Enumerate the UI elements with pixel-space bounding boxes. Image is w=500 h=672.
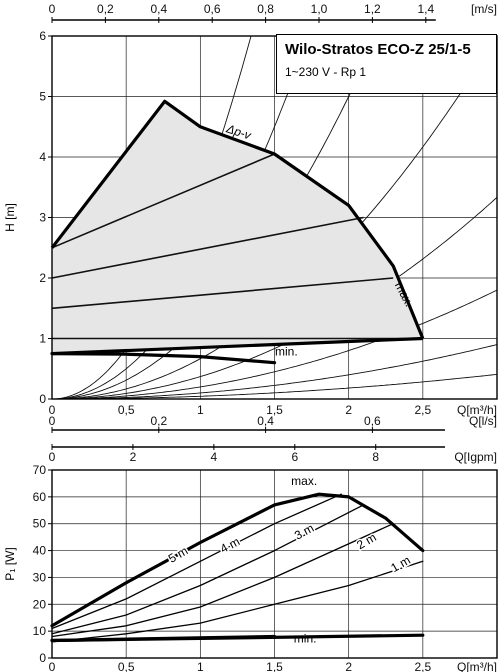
system-curve [52, 289, 497, 399]
top-tick-label: 1,0 [311, 2, 328, 16]
secondary-tick-label: 0,2 [150, 414, 167, 428]
upper-curves [50, 99, 425, 365]
secondary-axis-label: Q[Igpm] [454, 450, 497, 464]
top-tick-label: 0,4 [150, 2, 167, 16]
y-tick-label: 60 [33, 490, 47, 504]
series-label-4m: 4 m [218, 534, 242, 556]
series-label-min-power: min. [294, 632, 317, 646]
system-curve [52, 373, 497, 399]
y-tick-label: 70 [33, 463, 47, 477]
secondary-tick-label: 8 [372, 450, 379, 464]
x-tick-label: 2,5 [414, 660, 431, 672]
y-tick-label: 40 [33, 544, 47, 558]
y-tick-label: 30 [33, 570, 47, 584]
y-tick-label: 10 [33, 624, 47, 638]
series-label-min: min. [275, 344, 298, 358]
secondary-tick-label: 6 [291, 450, 298, 464]
secondary-tick-label: 4 [211, 450, 218, 464]
secondary-tick-label: 0 [49, 414, 56, 428]
y-tick-label: 0 [39, 392, 46, 406]
system-curve [52, 196, 497, 399]
top-tick-label: 0,6 [204, 2, 221, 16]
secondary-tick-label: 0 [49, 450, 56, 464]
x-tick-label: 1,5 [266, 403, 283, 417]
series-max [50, 99, 425, 340]
top-axis-unit: [m/s] [471, 2, 497, 16]
power-series [51, 523, 394, 638]
series-label-5m: 5 m [166, 544, 190, 566]
x-tick-label: 0,5 [118, 403, 135, 417]
pv-line [51, 216, 364, 279]
x-tick-label: 1,5 [266, 660, 283, 672]
pv-line [51, 277, 394, 310]
x-axis-label: Q[m³/h] [457, 403, 497, 417]
series-label-2m: 2 m [354, 530, 378, 552]
secondary-tick-label: 0,4 [257, 414, 274, 428]
operating-area [52, 101, 423, 354]
top-tick-label: 1,4 [417, 2, 434, 16]
power-series [50, 633, 425, 643]
power-series [51, 493, 320, 627]
y-tick-label: 1 [39, 332, 46, 346]
secondary-tick-label: 2 [130, 450, 137, 464]
power-series [51, 504, 365, 635]
y-tick-label: 6 [39, 29, 46, 43]
x-tick-label: 0 [49, 660, 56, 672]
top-tick-label: 0,2 [97, 2, 114, 16]
system-curve [52, 36, 310, 399]
x-tick-label: 2,5 [414, 403, 431, 417]
upper-axes: 0 1 2 3 4 5 6 H [m] 0 0,2 0,4 0,6 0,8 1,0 1,2 1,4 [m/s] 0… [3, 2, 498, 464]
y-axis-label: P₁ [W] [3, 547, 17, 580]
chart-title: Wilo-Stratos ECO-Z 25/1-5 [285, 41, 471, 58]
x-tick-label: 0,5 [118, 660, 135, 672]
lower-grid [52, 470, 497, 658]
y-tick-label: 2 [39, 271, 46, 285]
y-tick-label: 3 [39, 211, 46, 225]
lower-frame [51, 469, 498, 659]
title-box: Wilo-Stratos ECO-Z 25/1-5 1~230 V - Rp 1 [276, 34, 497, 94]
top-tick-label: 1,2 [364, 2, 381, 16]
secondary-axis-label: Q[l/s] [469, 414, 497, 428]
system-curve [52, 344, 497, 399]
series-min [50, 352, 277, 365]
y-axis-label: H [m] [3, 203, 17, 232]
power-series [51, 493, 342, 630]
x-tick-label: 2 [345, 660, 352, 672]
x-tick-label: 1 [197, 660, 204, 672]
power-series [51, 560, 424, 643]
y-tick-label: 50 [33, 517, 47, 531]
operating-region [52, 101, 423, 354]
pv-line [51, 153, 275, 249]
top-tick-label: 0,8 [257, 2, 274, 16]
series-baseline [51, 336, 423, 356]
lower-axes: 0 10 20 30 40 50 60 70 P₁ [W] 0 0,5 1 1,5 2 2,5 Q[m³/h] [3, 463, 498, 672]
x-tick-label: 1 [197, 403, 204, 417]
y-tick-label: 5 [39, 90, 46, 104]
lower-curves [50, 492, 425, 643]
chart-subtitle: 1~230 V - Rp 1 [285, 65, 367, 79]
y-tick-label: 20 [33, 597, 47, 611]
y-tick-label: 0 [39, 651, 46, 665]
x-tick-label: 0 [49, 403, 56, 417]
series-label-max-power: max. [291, 474, 317, 488]
top-tick-label: 0 [49, 2, 56, 16]
y-tick-label: 4 [39, 150, 46, 164]
x-tick-label: 2 [345, 403, 352, 417]
x-axis-label: Q[m³/h] [457, 660, 497, 672]
secondary-tick-label: 0,6 [364, 414, 381, 428]
